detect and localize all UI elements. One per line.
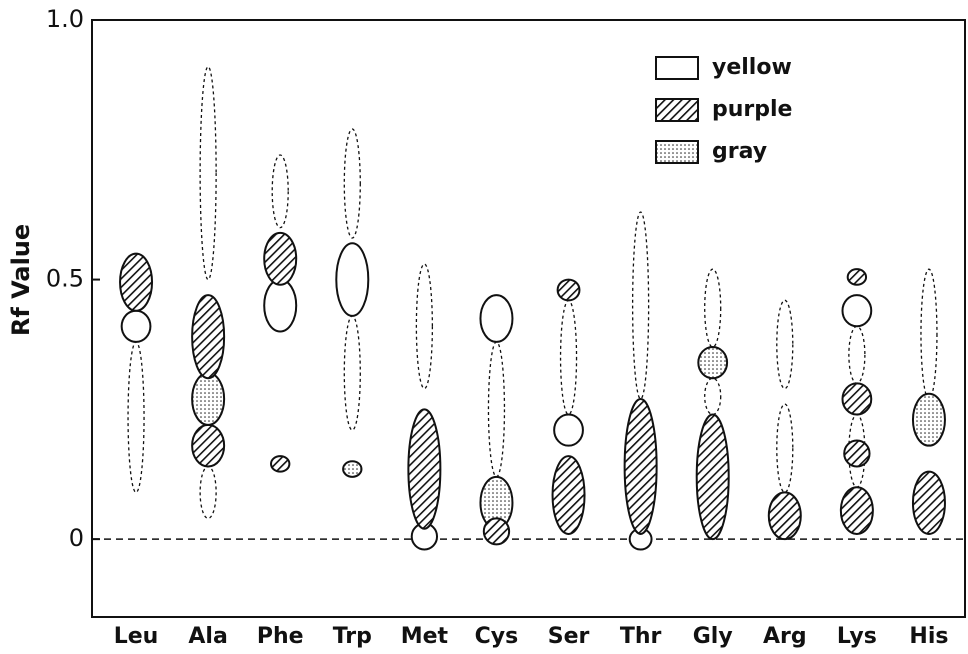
y-tick-label: 0 [69, 524, 84, 552]
legend-label: yellow [712, 55, 792, 80]
spot [335, 242, 370, 317]
spot [776, 299, 794, 390]
spot [199, 465, 217, 520]
spot [191, 423, 226, 468]
spot [767, 491, 802, 541]
spot [191, 294, 226, 380]
x-tick-label: Met [401, 624, 449, 649]
spot [342, 460, 363, 478]
spot [631, 211, 650, 400]
spot [846, 268, 868, 286]
spot [487, 341, 506, 478]
y-tick-label: 0.5 [46, 265, 84, 293]
spot [704, 268, 722, 348]
legend-swatch [655, 98, 699, 122]
spot [911, 392, 946, 447]
spot [199, 66, 217, 281]
legend-swatch [655, 56, 699, 80]
spot [556, 278, 581, 302]
legend-label: purple [712, 97, 792, 122]
x-tick-label: Ser [548, 624, 590, 649]
x-tick-label: Arg [763, 624, 807, 649]
spot [841, 382, 873, 416]
spot [695, 413, 730, 541]
x-tick-label: Cys [475, 624, 519, 649]
spot [482, 517, 511, 546]
spot [697, 346, 729, 380]
legend-label: gray [712, 139, 767, 164]
spot [127, 341, 145, 494]
y-axis-label: Rf Value [7, 224, 35, 336]
spot [270, 455, 291, 473]
spot [911, 470, 946, 535]
x-tick-label: Thr [620, 624, 662, 649]
spot [119, 252, 154, 312]
x-tick-label: Ala [188, 624, 227, 649]
legend-swatch [655, 140, 699, 164]
spot [120, 309, 152, 343]
spot [263, 231, 298, 286]
spot [776, 403, 794, 494]
spot [343, 128, 361, 239]
x-tick-label: Lys [837, 624, 877, 649]
x-tick-label: Leu [114, 624, 159, 649]
x-tick-label: Trp [333, 624, 372, 649]
spot [559, 299, 578, 416]
y-tick-label: 1.0 [46, 5, 84, 33]
spot [415, 263, 434, 390]
x-tick-label: Gly [693, 624, 733, 649]
spot [271, 154, 289, 229]
spot [843, 439, 871, 468]
x-tick-label: Phe [257, 624, 304, 649]
plot-frame [91, 19, 966, 618]
spot [407, 408, 442, 530]
spot [191, 372, 226, 426]
spot [848, 325, 866, 385]
spot [479, 294, 514, 343]
spot [920, 268, 938, 400]
spot [553, 413, 584, 447]
spot [704, 377, 722, 416]
spot [343, 315, 361, 431]
spot [263, 278, 298, 333]
spot [623, 397, 658, 535]
spot [841, 294, 873, 328]
spot [551, 455, 586, 535]
spot [839, 486, 874, 535]
x-tick-label: His [909, 624, 948, 649]
